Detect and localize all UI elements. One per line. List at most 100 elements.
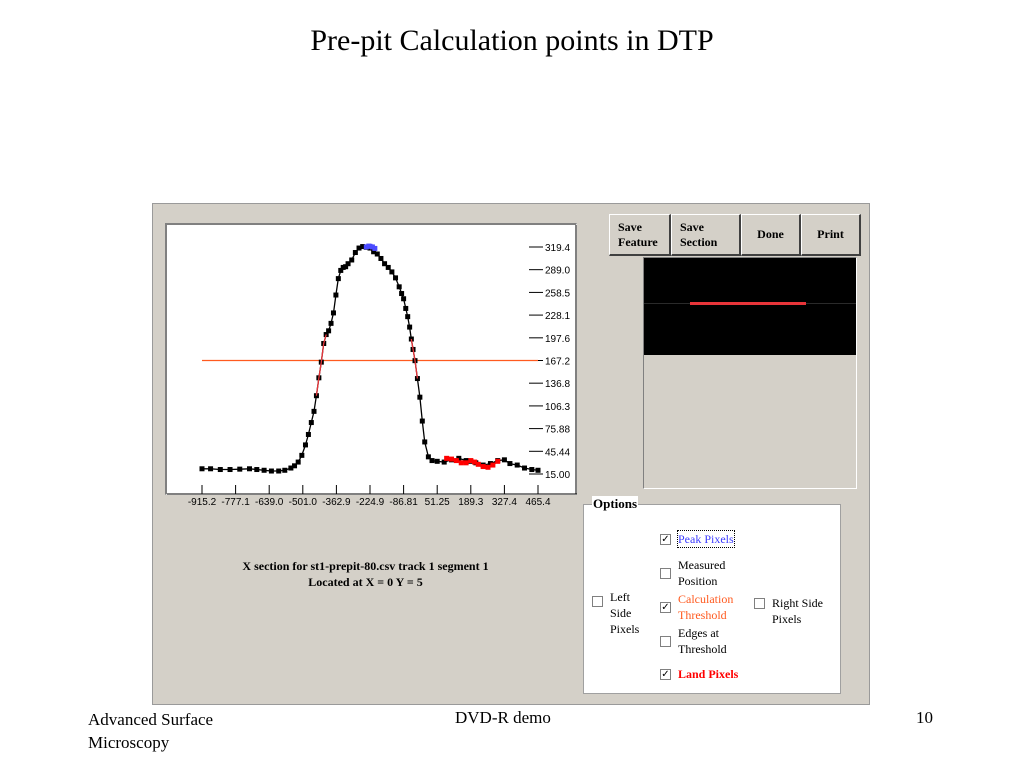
land-point <box>475 461 481 467</box>
profile-point <box>434 458 440 464</box>
print-button[interactable]: Print <box>801 214 861 256</box>
x-tick-label: 51.25 <box>424 497 450 508</box>
profile-point <box>389 269 395 275</box>
footer-left: Advanced Surface Microscopy <box>88 710 214 752</box>
y-tick-label: 15.00 <box>545 470 570 481</box>
print-label: Print <box>817 227 844 241</box>
x-tick-label: -777.1 <box>221 497 250 508</box>
calculation-threshold-option[interactable]: ✓ Calculation Threshold <box>660 591 750 623</box>
peak-pixels-option[interactable]: ✓ Peak Pixels <box>660 530 735 548</box>
land-point <box>463 460 469 466</box>
profile-point <box>425 454 431 460</box>
y-tick-label: 289.0 <box>545 266 570 277</box>
profile-point <box>414 376 420 382</box>
profile-point <box>326 328 332 334</box>
profile-point <box>227 467 233 473</box>
y-tick-label: 228.1 <box>545 311 570 322</box>
edge-segment <box>410 338 419 379</box>
profile-point <box>208 466 214 472</box>
profile-chart: 319.4 289.0 258.5 228.1 197.6 167.2 136.8 106.3… <box>167 225 577 495</box>
profile-point <box>514 462 520 468</box>
measured-position-option[interactable]: Measured Position <box>660 557 750 589</box>
profile-point <box>247 466 253 472</box>
y-tick-label: 45.44 <box>545 447 570 458</box>
profile-point <box>345 261 351 267</box>
profile-point <box>507 461 513 467</box>
profile-point <box>349 257 355 263</box>
profile-point <box>335 276 341 282</box>
y-tick-label: 136.8 <box>545 379 570 390</box>
left-side-pixels-option[interactable]: Left Side Pixels <box>592 590 652 637</box>
section-image-panel <box>643 257 857 489</box>
save-feature-label: Save Feature <box>618 219 658 249</box>
calculation-threshold-checkbox[interactable]: ✓ <box>660 602 671 613</box>
profile-point <box>378 255 384 261</box>
profile-point <box>311 408 317 414</box>
edges-at-threshold-option[interactable]: Edges at Threshold <box>660 625 750 657</box>
profile-point <box>299 452 305 458</box>
right-side-pixels-checkbox[interactable] <box>754 598 765 609</box>
x-tick-label: -639.0 <box>255 497 284 508</box>
land-point <box>490 462 496 468</box>
peak-pixels-checkbox[interactable]: ✓ <box>660 534 671 545</box>
dtp-window: 319.4 289.0 258.5 228.1 197.6 167.2 136.8 106.3… <box>152 203 870 705</box>
profile-point <box>429 458 435 464</box>
profile-point <box>529 467 535 473</box>
save-feature-button[interactable]: Save Feature <box>609 214 671 256</box>
right-side-pixels-option[interactable]: Right Side Pixels <box>754 595 842 627</box>
profile-point <box>419 418 425 424</box>
profile-point <box>308 420 314 426</box>
profile-point <box>237 466 243 472</box>
measured-position-checkbox[interactable] <box>660 568 671 579</box>
footer-center: DVD-R demo <box>455 708 551 727</box>
profile-point <box>330 310 336 316</box>
caption-line-1: X section for st1-prepit-80.csv track 1 … <box>242 559 489 573</box>
land-pixels-checkbox[interactable]: ✓ <box>660 669 671 680</box>
land-point <box>444 455 450 461</box>
profile-point <box>403 305 409 311</box>
profile-point <box>393 275 399 281</box>
options-title: Options <box>592 496 639 512</box>
profile-point <box>305 431 311 437</box>
profile-point <box>374 251 380 257</box>
options-group: Options Left Side Pixels ✓ Peak Pixels M… <box>583 496 842 694</box>
profile-point <box>302 442 308 448</box>
profile-point <box>338 267 344 273</box>
land-point <box>472 459 478 465</box>
section-marker-line <box>690 302 806 305</box>
land-point <box>480 464 486 470</box>
land-pixels-option[interactable]: ✓ Land Pixels <box>660 666 738 682</box>
x-tick-label: -224.9 <box>355 497 385 508</box>
x-tick-label: -915.2 <box>187 497 217 508</box>
profile-point <box>405 314 411 320</box>
land-point <box>468 458 474 464</box>
profile-point <box>501 457 507 463</box>
profile-point <box>522 465 528 471</box>
y-tick-label: 319.4 <box>545 243 570 254</box>
profile-point <box>333 292 339 298</box>
profile-point <box>401 296 407 302</box>
profile-point <box>217 467 223 473</box>
profile-point <box>254 467 260 473</box>
edges-at-threshold-label: Edges at Threshold <box>678 626 727 656</box>
edges-at-threshold-checkbox[interactable] <box>660 636 671 647</box>
profile-line <box>202 245 539 472</box>
profile-point <box>422 439 428 445</box>
save-section-button[interactable]: Save Section <box>671 214 741 256</box>
profile-point <box>399 291 405 297</box>
cross-section-plot: 319.4 289.0 258.5 228.1 197.6 167.2 136.8 106.3… <box>165 223 577 495</box>
profile-point <box>371 249 377 255</box>
right-side-pixels-label: Right Side Pixels <box>772 596 824 626</box>
profile-point <box>276 468 282 474</box>
x-tick-labels: -915.2 -777.1 -639.0 -501.0 -362.9 -224.9 -86.… <box>165 497 577 511</box>
done-button[interactable]: Done <box>741 214 801 256</box>
profile-point <box>385 264 391 270</box>
profile-point <box>199 466 205 472</box>
left-side-pixels-label: Left Side Pixels <box>610 590 640 636</box>
left-side-pixels-checkbox[interactable] <box>592 596 603 607</box>
profile-point <box>292 463 298 469</box>
profile-point <box>295 459 301 465</box>
land-point <box>453 458 459 464</box>
x-tick-label: 189.3 <box>458 497 484 508</box>
x-tick-label: 327.4 <box>491 497 517 508</box>
